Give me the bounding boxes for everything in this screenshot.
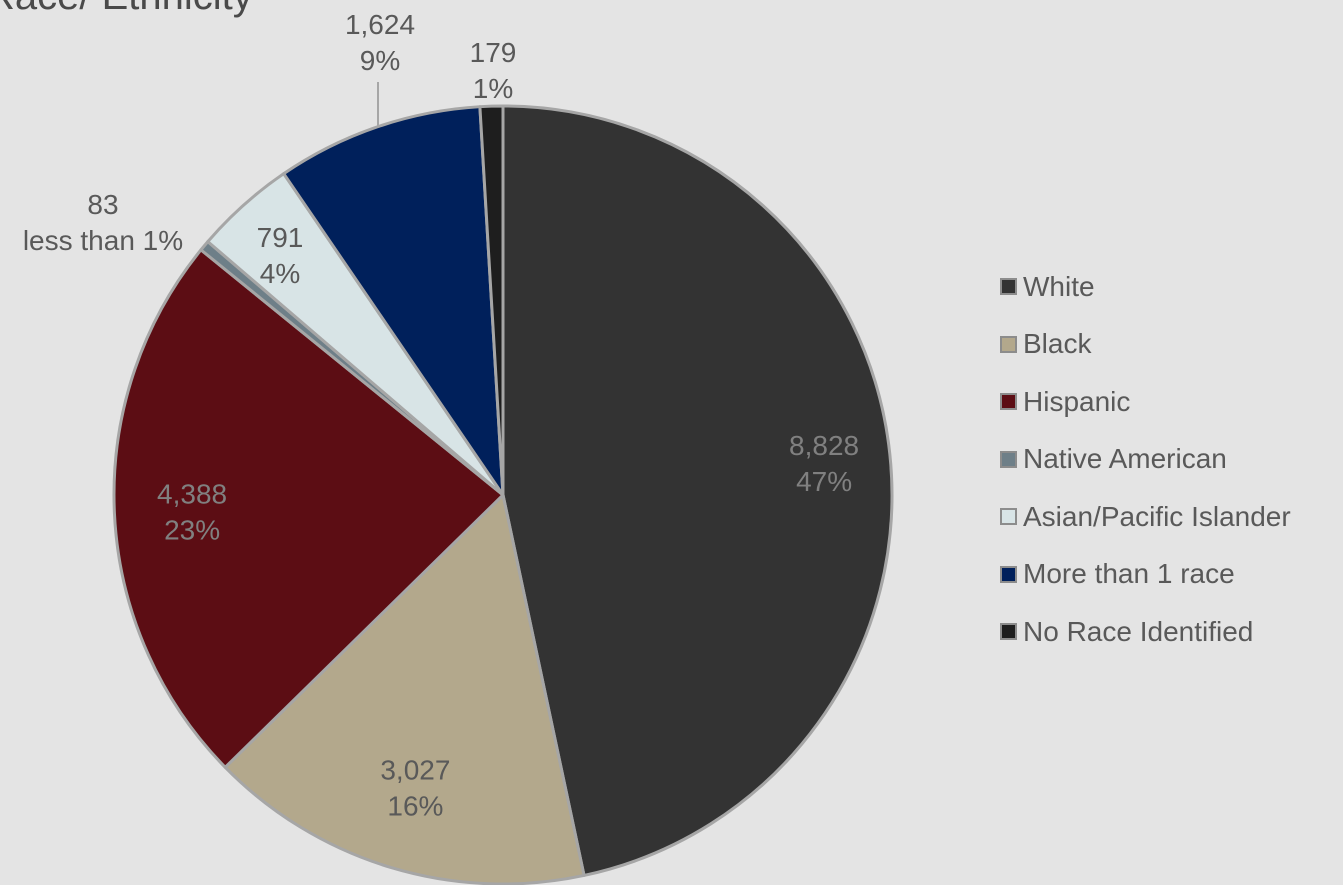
legend-item-black: Black bbox=[1000, 316, 1291, 374]
legend-item-asian-pacific-islander: Asian/Pacific Islander bbox=[1000, 488, 1291, 546]
data-label-percent: 9% bbox=[360, 45, 400, 76]
legend-item-white: White bbox=[1000, 258, 1291, 316]
data-label-percent: 16% bbox=[387, 791, 443, 822]
chart-title: Race/ Ethnicity bbox=[0, 0, 253, 20]
data-label-value: 179 bbox=[470, 37, 517, 68]
legend-label: White bbox=[1023, 270, 1095, 302]
legend-swatch bbox=[1000, 508, 1017, 526]
legend: White Black Hispanic Native American Asian/P… bbox=[1000, 268, 1291, 671]
legend-label: More than 1 race bbox=[1023, 558, 1235, 590]
data-label-more-than-1-race: 1,624 9% bbox=[345, 9, 415, 76]
pie-slice-more-than-1-race bbox=[282, 105, 505, 497]
pie-slice-black bbox=[223, 493, 586, 885]
legend-swatch bbox=[1000, 450, 1017, 468]
data-label-value: 791 bbox=[257, 222, 304, 253]
data-labels: 8,828 47% 3,027 16% 4,388 23% 83 less than 1% 79… bbox=[23, 9, 859, 822]
data-label-value: 83 bbox=[87, 189, 118, 220]
pie-slices bbox=[112, 104, 894, 885]
data-label-native-american: 83 less than 1% bbox=[23, 189, 183, 256]
legend-swatch bbox=[1000, 623, 1017, 641]
legend-label: Hispanic bbox=[1023, 385, 1131, 417]
data-label-percent: 23% bbox=[164, 515, 220, 546]
pie-slice-hispanic bbox=[112, 248, 505, 769]
legend-label: Asian/Pacific Islander bbox=[1023, 500, 1291, 532]
legend-swatch bbox=[1000, 278, 1017, 296]
data-label-asian-pacific-islander: 791 4% bbox=[257, 222, 304, 289]
pie-slice-white bbox=[501, 104, 894, 877]
legend-item-no-race-identified: No Race Identified bbox=[1000, 603, 1291, 661]
legend-label: Native American bbox=[1023, 443, 1227, 475]
data-label-percent: 1% bbox=[473, 73, 513, 104]
legend-label: No Race Identified bbox=[1023, 615, 1254, 647]
legend-swatch bbox=[1000, 565, 1017, 583]
data-label-white: 8,828 47% bbox=[789, 430, 859, 497]
legend-item-more-than-1-race: More than 1 race bbox=[1000, 546, 1291, 604]
data-label-black: 3,027 16% bbox=[380, 755, 450, 822]
data-label-percent: less than 1% bbox=[23, 225, 183, 256]
data-label-value: 3,027 bbox=[380, 755, 450, 786]
legend-swatch bbox=[1000, 335, 1017, 353]
legend-label: Black bbox=[1023, 328, 1092, 360]
data-label-value: 4,388 bbox=[157, 479, 227, 510]
legend-item-native-american: Native American bbox=[1000, 431, 1291, 489]
data-label-no-race-identified: 179 1% bbox=[470, 37, 517, 104]
legend-item-hispanic: Hispanic bbox=[1000, 373, 1291, 431]
data-label-percent: 47% bbox=[796, 466, 852, 497]
data-label-percent: 4% bbox=[260, 258, 300, 289]
data-label-value: 8,828 bbox=[789, 430, 859, 461]
data-label-value: 1,624 bbox=[345, 9, 415, 40]
data-label-hispanic: 4,388 23% bbox=[157, 479, 227, 546]
pie-slice-no-race-identified bbox=[478, 104, 505, 497]
legend-swatch bbox=[1000, 393, 1017, 411]
